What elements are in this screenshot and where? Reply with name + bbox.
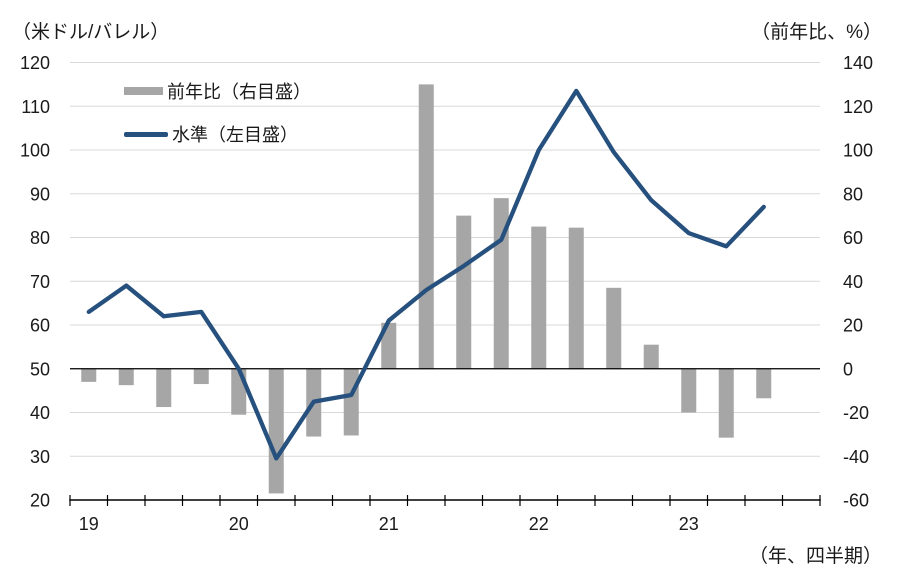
left-axis-tick-label: 110 xyxy=(21,97,50,117)
left-axis-tick-label: 120 xyxy=(20,53,50,73)
left-axis-tick-label: 80 xyxy=(30,228,50,248)
left-axis-tick-label: 60 xyxy=(30,316,50,336)
level-line xyxy=(86,88,766,461)
right-axis-tick-label: -60 xyxy=(843,491,869,511)
bar xyxy=(193,368,209,385)
legend-label-yoy: 前年比（右目盛） xyxy=(167,82,311,102)
right-axis-tick-label: 60 xyxy=(843,228,863,248)
right-axis-unit-label: （前年比、%） xyxy=(751,22,882,43)
bar xyxy=(156,368,172,408)
x-axis-year-label: 21 xyxy=(379,514,399,534)
bar xyxy=(456,215,472,369)
x-axis-year-label: 19 xyxy=(79,514,99,534)
legend-label-level: 水準（左目盛） xyxy=(172,125,298,145)
x-axis-year-label: 22 xyxy=(529,514,549,534)
left-axis-tick-label: 70 xyxy=(30,272,50,292)
right-axis-tick-label: -20 xyxy=(843,403,869,423)
x-axis-year-label: 20 xyxy=(229,514,249,534)
legend-item-level: 水準（左目盛） xyxy=(124,124,311,145)
right-axis-tick-label: 0 xyxy=(843,359,853,379)
right-axis-tick-label: 40 xyxy=(843,272,863,292)
bar xyxy=(531,226,547,369)
bar xyxy=(606,287,622,369)
chart-legend: 前年比（右目盛） 水準（左目盛） xyxy=(124,81,311,167)
bar xyxy=(231,368,247,415)
right-axis-tick-label: 100 xyxy=(843,141,873,161)
left-axis-tick-label: 100 xyxy=(20,141,50,161)
right-axis-tick-label: 80 xyxy=(843,184,863,204)
right-axis-tick-label: 120 xyxy=(843,97,873,117)
right-axis-tick-label: -40 xyxy=(843,447,869,467)
bar xyxy=(681,368,697,413)
bar xyxy=(343,368,359,436)
right-axis-tick-label: 20 xyxy=(843,316,863,336)
bar xyxy=(568,227,584,369)
bar-series-swatch-icon xyxy=(124,87,163,95)
bar xyxy=(756,368,772,399)
left-axis-tick-label: 50 xyxy=(30,359,50,379)
bar xyxy=(268,368,284,494)
left-axis-unit-label: （米ドル/バレル） xyxy=(12,22,170,43)
left-axis-tick-label: 20 xyxy=(30,491,50,511)
bar xyxy=(81,368,97,382)
x-axis-year-label: 23 xyxy=(679,514,699,534)
line-series-swatch-icon xyxy=(124,131,168,137)
bar xyxy=(418,84,434,369)
left-axis-tick-label: 40 xyxy=(30,403,50,423)
bar xyxy=(381,322,397,369)
right-axis-tick-label: 140 xyxy=(843,53,873,73)
bar xyxy=(718,368,734,438)
left-axis-tick-label: 90 xyxy=(30,184,50,204)
legend-item-yoy: 前年比（右目盛） xyxy=(124,81,311,102)
bar xyxy=(118,368,134,386)
left-axis-tick-label: 30 xyxy=(30,447,50,467)
x-axis-unit-label: （年、四半期） xyxy=(748,546,882,567)
bar xyxy=(643,344,659,369)
